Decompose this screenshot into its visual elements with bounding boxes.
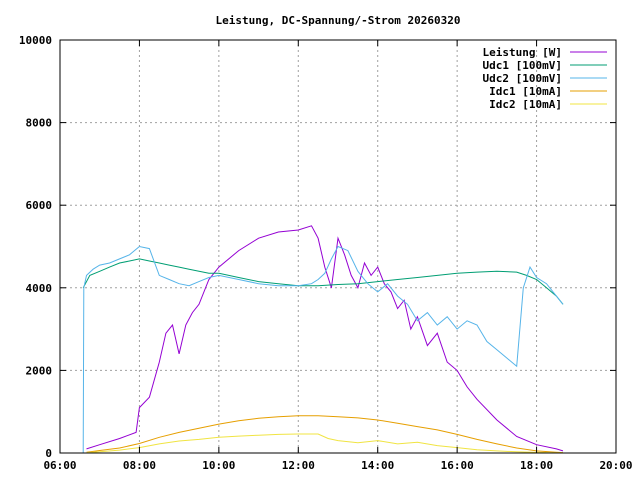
- x-tick-label: 06:00: [43, 459, 76, 472]
- y-tick-label: 4000: [26, 282, 53, 295]
- legend-label: Udc2 [100mV]: [483, 72, 562, 85]
- y-tick-label: 6000: [26, 199, 53, 212]
- series-line-5: [86, 433, 563, 454]
- legend-label: Udc1 [100mV]: [483, 59, 562, 72]
- x-tick-label: 16:00: [441, 459, 474, 472]
- series-layer: [82, 225, 564, 454]
- x-tick-label: 12:00: [282, 459, 315, 472]
- series-line-2: [82, 258, 564, 305]
- series-line-3: [82, 245, 564, 454]
- legend: Leistung [W]Udc1 [100mV]Udc2 [100mV]Idc1…: [483, 46, 607, 111]
- chart-title: Leistung, DC-Spannung/-Strom 20260320: [215, 14, 460, 27]
- series-line-1: [86, 225, 564, 452]
- legend-label: Leistung [W]: [483, 46, 562, 59]
- x-tick-label: 10:00: [202, 459, 235, 472]
- x-tick-label: 08:00: [123, 459, 156, 472]
- y-tick-label: 2000: [26, 364, 53, 377]
- ticks: 06:00 08:00 10:00 12:00 14:00 16:00 18:00 20:00…: [19, 34, 633, 472]
- y-tick-label: 8000: [26, 117, 53, 130]
- x-tick-label: 14:00: [361, 459, 394, 472]
- legend-label: Idc1 [10mA]: [489, 85, 562, 98]
- legend-label: Idc2 [10mA]: [489, 98, 562, 111]
- series-line-4: [86, 415, 564, 454]
- x-tick-label: 18:00: [520, 459, 553, 472]
- y-tick-label: 0: [45, 447, 52, 460]
- y-tick-label: 10000: [19, 34, 52, 47]
- plot-frame: [59, 39, 617, 454]
- x-tick-label: 20:00: [599, 459, 632, 472]
